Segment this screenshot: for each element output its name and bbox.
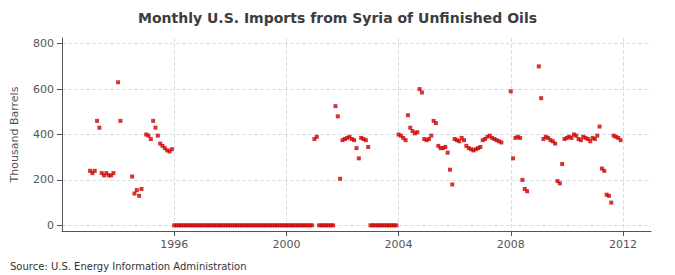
svg-text:2012: 2012 bbox=[609, 238, 637, 251]
svg-text:800: 800 bbox=[33, 37, 54, 50]
svg-text:0: 0 bbox=[47, 219, 54, 232]
svg-text:400: 400 bbox=[33, 128, 54, 141]
svg-text:1996: 1996 bbox=[160, 238, 188, 251]
svg-text:200: 200 bbox=[33, 173, 54, 186]
svg-text:2004: 2004 bbox=[385, 238, 413, 251]
svg-text:2008: 2008 bbox=[497, 238, 525, 251]
svg-text:Source: U.S. Energy Informatio: Source: U.S. Energy Information Administ… bbox=[10, 261, 247, 272]
svg-text:600: 600 bbox=[33, 83, 54, 96]
svg-text:Monthly U.S. Imports from Syri: Monthly U.S. Imports from Syria of Unfin… bbox=[138, 10, 537, 26]
svg-text:2000: 2000 bbox=[272, 238, 300, 251]
svg-text:Thousand Barrels: Thousand Barrels bbox=[8, 86, 21, 183]
